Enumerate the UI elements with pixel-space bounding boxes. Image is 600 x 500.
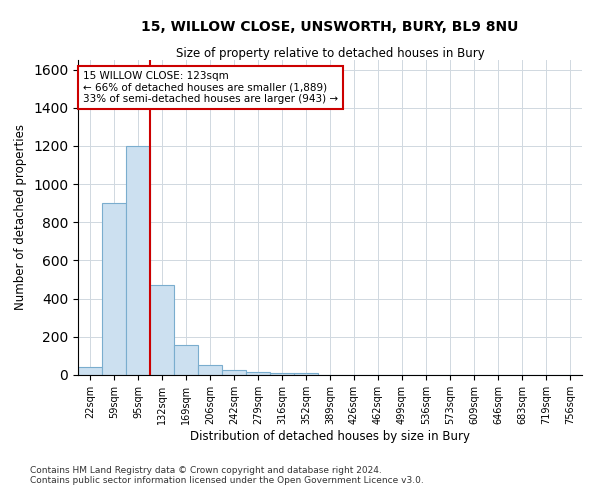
X-axis label: Distribution of detached houses by size in Bury: Distribution of detached houses by size …	[190, 430, 470, 442]
Text: 15 WILLOW CLOSE: 123sqm
← 66% of detached houses are smaller (1,889)
33% of semi: 15 WILLOW CLOSE: 123sqm ← 66% of detache…	[83, 71, 338, 104]
Bar	[78, 368, 102, 375]
Y-axis label: Number of detached properties: Number of detached properties	[14, 124, 28, 310]
Text: Size of property relative to detached houses in Bury: Size of property relative to detached ho…	[176, 48, 484, 60]
Text: Contains HM Land Registry data © Crown copyright and database right 2024.
Contai: Contains HM Land Registry data © Crown c…	[30, 466, 424, 485]
Bar	[126, 146, 150, 375]
Bar	[150, 286, 174, 375]
Bar	[294, 373, 318, 375]
Bar	[102, 203, 126, 375]
Bar	[270, 373, 294, 375]
Bar	[222, 370, 246, 375]
Text: 15, WILLOW CLOSE, UNSWORTH, BURY, BL9 8NU: 15, WILLOW CLOSE, UNSWORTH, BURY, BL9 8N…	[142, 20, 518, 34]
Bar	[246, 372, 270, 375]
Bar	[198, 364, 222, 375]
Bar	[174, 346, 198, 375]
